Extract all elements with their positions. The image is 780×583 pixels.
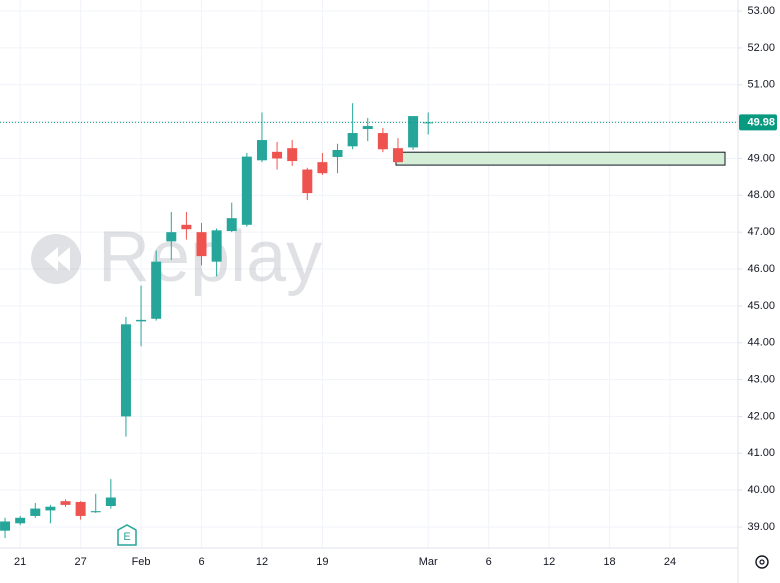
y-tick-label: 49.00 bbox=[747, 152, 775, 164]
last-price-box bbox=[739, 114, 777, 131]
candle-body bbox=[105, 497, 116, 506]
candle-body bbox=[136, 319, 147, 322]
candle-body bbox=[166, 232, 177, 242]
candle-body bbox=[302, 169, 313, 194]
settings-button[interactable] bbox=[755, 555, 769, 569]
candle-body bbox=[0, 521, 11, 531]
replay-icon-arrows bbox=[44, 247, 70, 271]
watermark: Replay bbox=[31, 217, 322, 297]
candle-body bbox=[45, 506, 56, 511]
y-tick-label: 48.00 bbox=[747, 189, 775, 201]
candle-body bbox=[196, 232, 207, 257]
watermark-text: Replay bbox=[98, 217, 322, 297]
candle-body bbox=[347, 133, 358, 147]
candle-body bbox=[408, 116, 419, 148]
candle-body bbox=[75, 501, 86, 516]
y-tick-label: 46.00 bbox=[747, 263, 775, 275]
y-tick-label: 43.00 bbox=[747, 373, 775, 385]
earnings-badge-shape[interactable] bbox=[117, 524, 137, 546]
candle-body bbox=[226, 218, 237, 232]
earnings-badge-label[interactable]: E bbox=[123, 531, 130, 543]
last-price-label: 49.98 bbox=[747, 116, 775, 128]
x-tick-label: 6 bbox=[486, 556, 492, 568]
candle-body bbox=[423, 122, 434, 124]
x-tick-label: 21 bbox=[14, 556, 26, 568]
settings-gear-center[interactable] bbox=[759, 559, 765, 565]
candle-body bbox=[30, 508, 41, 516]
y-tick-label: 47.00 bbox=[747, 226, 775, 238]
settings-gear[interactable] bbox=[755, 555, 769, 569]
y-tick-label: 51.00 bbox=[747, 79, 775, 91]
y-tick-label: 45.00 bbox=[747, 300, 775, 312]
candle-body bbox=[317, 162, 328, 174]
x-tick-label: 6 bbox=[198, 556, 204, 568]
y-tick-label: 42.00 bbox=[747, 410, 775, 422]
candle-body bbox=[15, 517, 26, 524]
y-tick-label: 41.00 bbox=[747, 447, 775, 459]
earnings-badge[interactable]: E bbox=[117, 524, 137, 546]
x-tick-label: Mar bbox=[419, 556, 438, 568]
candle-body bbox=[377, 133, 388, 150]
candle-body bbox=[151, 261, 162, 319]
candle-body bbox=[60, 501, 71, 505]
x-tick-label: 27 bbox=[74, 556, 86, 568]
y-tick-label: 39.00 bbox=[747, 521, 775, 533]
candle-body bbox=[287, 148, 298, 162]
y-tick-label: 44.00 bbox=[747, 337, 775, 349]
y-tick-label: 53.00 bbox=[747, 5, 775, 17]
candle-body bbox=[332, 149, 343, 157]
replay-icon bbox=[31, 234, 81, 284]
x-tick-label: 12 bbox=[543, 556, 555, 568]
x-tick-label: 24 bbox=[664, 556, 676, 568]
candle-body bbox=[362, 126, 373, 129]
candle-body bbox=[211, 230, 222, 262]
y-tick-label: 40.00 bbox=[747, 484, 775, 496]
candle-body bbox=[392, 148, 403, 163]
candle-body bbox=[241, 156, 252, 225]
x-tick-label: 12 bbox=[256, 556, 268, 568]
plot bbox=[0, 103, 738, 539]
y-tick-label: 52.00 bbox=[747, 42, 775, 54]
candle-body bbox=[256, 140, 267, 161]
x-tick-label: 18 bbox=[603, 556, 615, 568]
x-tick-label: 19 bbox=[316, 556, 328, 568]
x-tick-label: Feb bbox=[132, 556, 151, 568]
zone bbox=[395, 151, 726, 166]
candle-body bbox=[181, 224, 192, 230]
candle-body bbox=[120, 324, 131, 417]
candle-body bbox=[90, 511, 101, 513]
candle-body bbox=[272, 151, 283, 159]
